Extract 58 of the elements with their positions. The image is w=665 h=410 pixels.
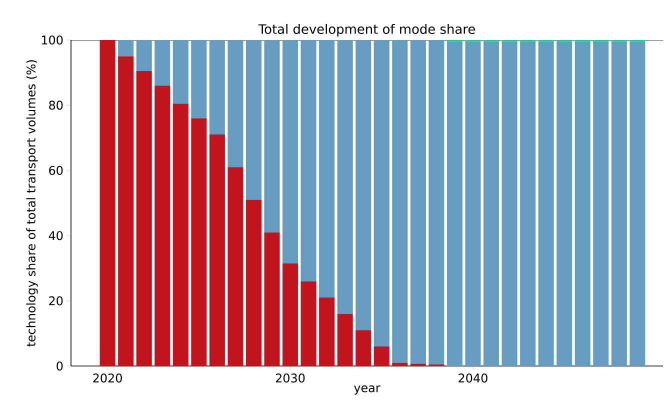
bar: [136, 70, 152, 366]
bar: [191, 118, 207, 366]
bar: [246, 200, 262, 366]
bar: [574, 42, 590, 366]
bar: [282, 40, 298, 264]
bar: [356, 40, 372, 330]
x-tick-label: 2030: [276, 374, 305, 383]
bar: [100, 40, 116, 366]
bar: [319, 298, 335, 366]
y-tick-label: 20: [49, 296, 63, 306]
bar: [593, 42, 609, 366]
y-tick-label: 40: [48, 231, 63, 240]
bar: [264, 232, 280, 366]
bar: [300, 40, 316, 282]
bar: [428, 40, 444, 364]
bar: [228, 167, 244, 366]
bar: [300, 281, 316, 366]
bar: [191, 40, 207, 118]
y-tick-label: 60: [49, 166, 63, 175]
y-tick-label: 100: [42, 35, 63, 45]
bar: [118, 40, 134, 56]
y-tick-label: 0: [56, 361, 63, 371]
bar: [118, 56, 134, 366]
bar: [337, 40, 353, 314]
bar: [465, 42, 481, 366]
bar: [136, 40, 152, 71]
bar: [611, 42, 627, 366]
bar: [154, 40, 170, 86]
bar: [246, 40, 262, 200]
x-axis-title: year: [354, 385, 380, 395]
bar: [172, 104, 188, 366]
bar: [172, 40, 188, 104]
bar: [209, 40, 225, 135]
bar: [356, 330, 372, 366]
bar: [264, 40, 280, 232]
bar: [630, 42, 646, 366]
bar: [337, 314, 353, 366]
bar: [446, 42, 462, 366]
bar: [538, 42, 554, 366]
bar: [392, 40, 408, 363]
y-axis-title: technology share of total transport volumes (%): [26, 60, 38, 346]
y-tick-label: 80: [49, 100, 63, 110]
bar: [502, 42, 518, 366]
bar: [520, 42, 536, 366]
bar: [319, 40, 335, 298]
bar: [154, 86, 170, 366]
chart-title: Total development of mode share: [258, 24, 475, 36]
bar: [209, 134, 225, 366]
bar: [556, 42, 572, 366]
bar: [374, 346, 390, 366]
x-tick-label: 2040: [458, 374, 488, 383]
bar: [374, 40, 390, 346]
bar: [483, 42, 500, 366]
bar: [392, 362, 408, 366]
x-tick-label: 2020: [93, 374, 122, 383]
bar: [282, 263, 298, 366]
bar: [410, 40, 426, 364]
bar: [228, 40, 244, 168]
